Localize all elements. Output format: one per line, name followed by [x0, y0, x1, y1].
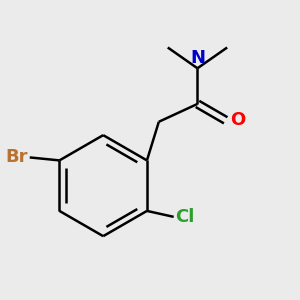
- Text: Br: Br: [6, 148, 28, 166]
- Text: Cl: Cl: [175, 208, 194, 226]
- Text: O: O: [230, 111, 245, 129]
- Text: N: N: [190, 49, 205, 67]
